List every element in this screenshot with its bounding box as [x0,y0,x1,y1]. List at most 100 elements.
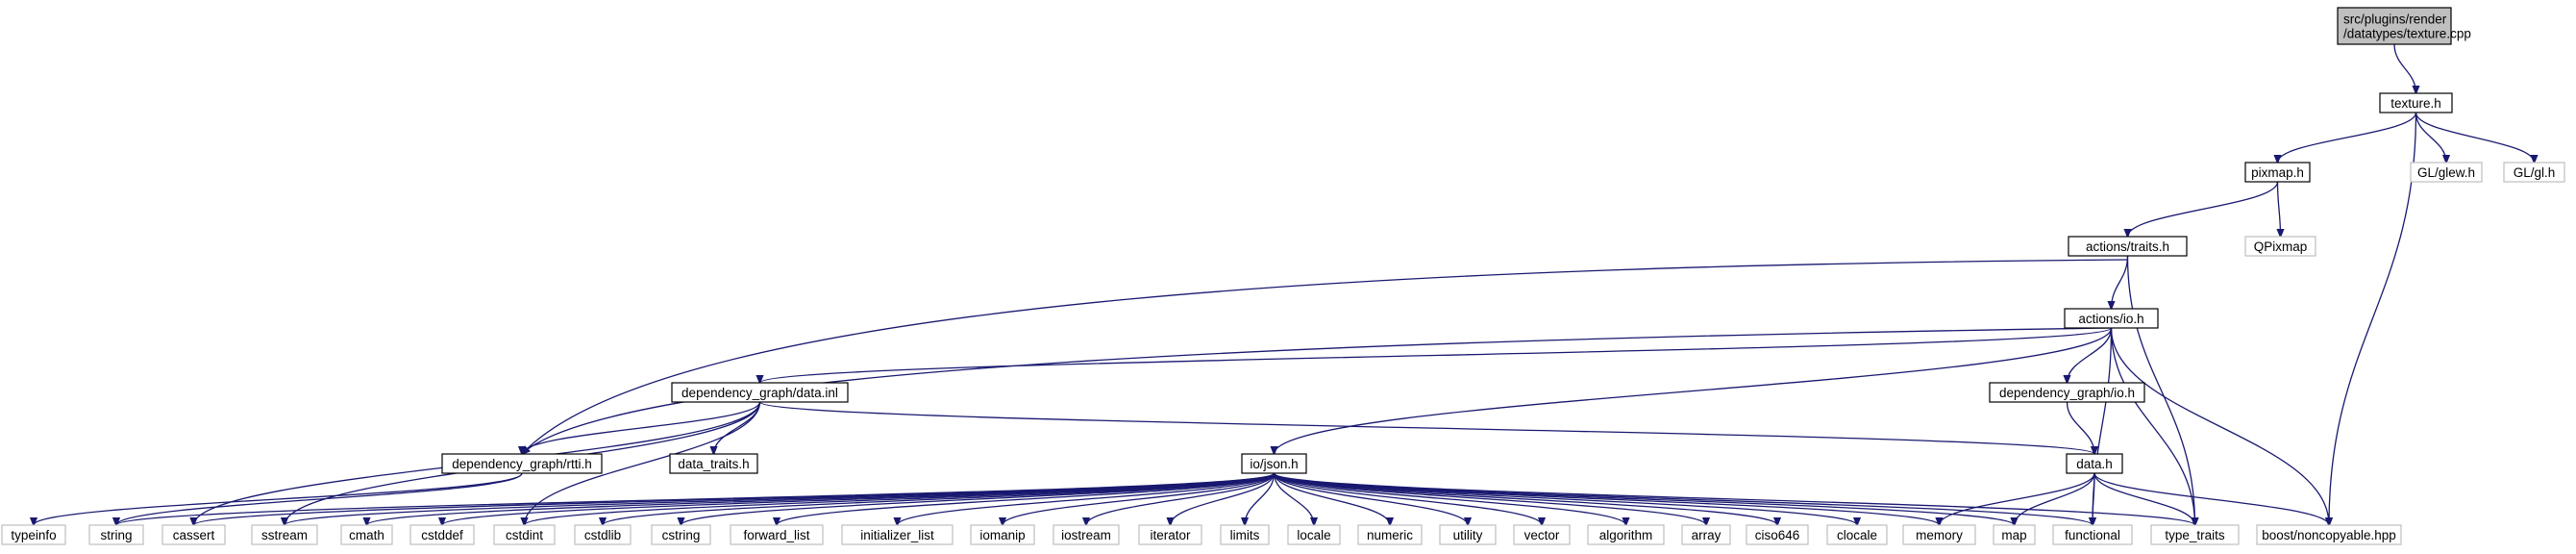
node-label: initializer_list [860,528,934,542]
node-box [2064,308,2159,329]
edge-io-json-to-forward-list [777,472,1276,525]
edge-dg-data-inl-to-cstdint [525,401,761,525]
node-label: array [1692,528,1721,542]
node-label: GL/glew.h [2417,165,2475,180]
node-data-h[interactable]: data.h [2066,453,2123,474]
node-algorithm: algorithm [1587,524,1665,545]
node-box [2337,7,2452,45]
node-label: utility [1453,528,1483,542]
node-label: cstring [662,528,701,542]
edge-dg-io-to-data-h [2066,401,2095,454]
edge-io-json-to-iterator [1171,472,1276,525]
node-functional: functional [2052,524,2133,545]
edge-dg-rtti-to-typeinfo [34,472,523,525]
node-box [1902,524,1976,545]
node-locale: locale [1287,524,1341,545]
node-box [2244,236,2316,257]
edges-layer [34,43,2535,525]
edge-io-json-to-sstream [285,472,1276,525]
node-box [1053,524,1120,545]
node-label: dependency_graph/data.inl [681,386,838,400]
node-initializer-list: initializer_list [841,524,954,545]
node-clocale: clocale [1826,524,1888,545]
node-label: type_traits [2165,528,2225,542]
node-box [1220,524,1270,545]
node-box [574,524,632,545]
node-label: src/plugins/render [2343,13,2447,27]
node-label: numeric [1367,528,1413,542]
node-label: cstddef [421,528,463,542]
node-cstdint: cstdint [493,524,556,545]
node-box [1513,524,1571,545]
node-utility: utility [1439,524,1497,545]
node-box [2410,162,2483,183]
node-box [2256,524,2402,545]
nodes-layer: src/plugins/render/datatypes/texture.cpp… [1,7,2565,545]
edge-texture-h-to-boost-nc [2329,112,2417,525]
node-texture-h[interactable]: texture.h [2379,92,2453,113]
edge-io-json-to-algorithm [1273,472,1626,525]
node-label: map [2001,528,2026,542]
node-label: forward_list [743,528,809,542]
edge-actions-io-to-io-json [1275,327,2113,454]
node-label: dependency_graph/io.h [1999,386,2135,400]
node-cmath: cmath [340,524,393,545]
node-root[interactable]: src/plugins/render/datatypes/texture.cpp [2337,7,2471,45]
node-iterator: iterator [1138,524,1202,545]
node-label: actions/traits.h [2086,239,2169,254]
node-label: iostream [1061,528,1111,542]
node-label: cassert [173,528,215,542]
node-box [1989,382,2145,403]
edge-io-json-to-functional [1273,472,2093,525]
node-box [2244,162,2311,183]
node-box [340,524,393,545]
node-iomanip: iomanip [970,524,1035,545]
edge-actions-io-to-dg-rtti [522,327,2112,454]
node-pixmap[interactable]: pixmap.h [2244,162,2311,183]
node-box [1241,453,1307,474]
edge-data-h-to-boost-nc [2093,472,2329,525]
node-io-json[interactable]: io/json.h [1241,453,1307,474]
node-box [1138,524,1202,545]
edge-actions-io-to-dg-data-inl [760,327,2113,383]
edge-traits-to-actions-io [2112,255,2129,309]
node-box [1993,524,2036,545]
node-box [409,524,475,545]
node-sstream: sstream [251,524,318,545]
node-cstdlib: cstdlib [574,524,632,545]
node-data-traits[interactable]: data_traits.h [669,453,758,474]
node-label: io/json.h [1250,457,1298,471]
node-label: iomanip [979,528,1025,542]
node-box [1826,524,1888,545]
node-label: vector [1524,528,1560,542]
node-label: typeinfo [11,528,56,542]
node-iostream: iostream [1053,524,1120,545]
node-boost-nc: boost/noncopyable.hpp [2256,524,2402,545]
node-label: iterator [1150,528,1191,542]
edge-texture-h-to-glew [2415,112,2447,163]
node-qpixmap: QPixmap [2244,236,2316,257]
node-box [2503,162,2565,183]
node-box [970,524,1035,545]
node-actions-io[interactable]: actions/io.h [2064,308,2159,329]
node-dg-io[interactable]: dependency_graph/io.h [1989,382,2145,403]
node-label: GL/gl.h [2514,165,2556,180]
node-ciso646: ciso646 [1746,524,1809,545]
node-box [1681,524,1731,545]
edge-dg-data-inl-to-dg-rtti [522,401,761,454]
node-box [441,453,603,474]
node-dg-data-inl[interactable]: dependency_graph/data.inl [671,382,849,403]
edge-io-json-to-array [1273,472,1707,525]
node-label: /datatypes/texture.cpp [2343,27,2471,41]
node-label: dependency_graph/rtti.h [452,457,592,471]
node-cassert: cassert [161,524,226,545]
node-box [2052,524,2133,545]
node-dg-rtti[interactable]: dependency_graph/rtti.h [441,453,603,474]
edge-actions-io-to-boost-nc [2110,327,2330,525]
node-forward-list: forward_list [730,524,824,545]
edge-texture-h-to-pixmap [2278,112,2417,163]
node-box [2066,453,2123,474]
node-label: data.h [2076,457,2113,471]
edge-io-json-to-numeric [1273,472,1391,525]
node-traits[interactable]: actions/traits.h [2068,236,2188,257]
